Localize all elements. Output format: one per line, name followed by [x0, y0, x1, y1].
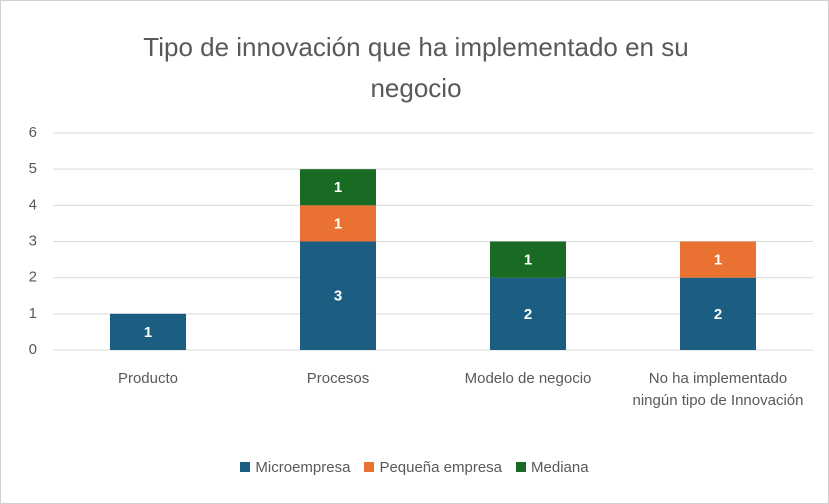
legend: Microempresa Pequeña empresa Mediana	[1, 459, 828, 476]
y-tick-label: 2	[29, 269, 37, 286]
x-tick-label: Modelo de negocio	[464, 370, 592, 387]
bar-segment	[490, 241, 566, 278]
bar-segment	[300, 205, 376, 242]
x-tick-label: Producto	[117, 370, 179, 387]
data-label: 2	[524, 306, 532, 323]
chart-title: Tipo de innovación que ha implementado e…	[143, 32, 689, 103]
bar-segment	[680, 277, 756, 350]
legend-swatch	[516, 462, 527, 472]
data-label: 1	[144, 324, 152, 341]
legend-item: Mediana	[516, 459, 589, 476]
y-tick-label: 3	[29, 232, 37, 249]
x-tick-label: Procesos	[306, 370, 370, 387]
data-label: 2	[714, 306, 722, 323]
y-tick-label: 5	[29, 160, 37, 177]
y-tick-label: 1	[29, 305, 37, 322]
legend-item: Pequeña empresa	[364, 459, 502, 476]
x-tick-label: No ha implementado ningún tipo de Innova…	[632, 370, 804, 409]
legend-swatch	[364, 462, 375, 472]
bar-segment	[300, 169, 376, 206]
legend-label: Mediana	[531, 459, 589, 476]
data-label: 1	[524, 252, 532, 269]
legend-label: Pequeña empresa	[379, 459, 503, 476]
legend-swatch	[240, 462, 251, 472]
y-tick-label: 4	[29, 196, 37, 213]
data-label: 3	[334, 288, 342, 305]
bar-segment	[300, 241, 376, 350]
legend-item: Microempresa	[240, 459, 350, 476]
legend-label: Microempresa	[255, 459, 351, 476]
bar-segment	[680, 241, 756, 278]
data-label: 1	[714, 252, 722, 269]
bar-segment	[110, 313, 186, 350]
data-label: 1	[334, 179, 342, 196]
y-tick-label: 6	[29, 124, 37, 141]
bar-segment	[490, 277, 566, 350]
data-label: 1	[334, 215, 342, 232]
y-tick-label: 0	[29, 341, 37, 358]
